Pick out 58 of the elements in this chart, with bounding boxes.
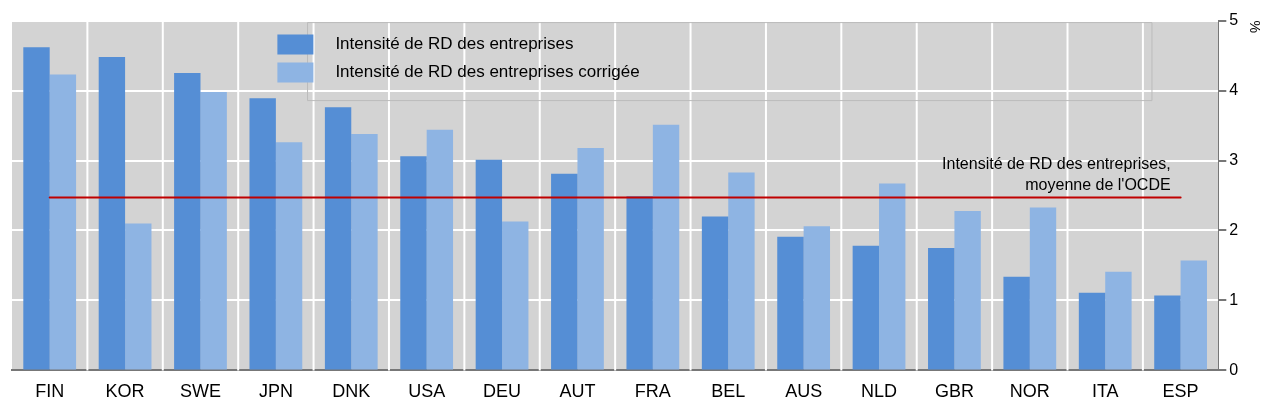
bar	[551, 173, 578, 370]
bar	[1003, 276, 1030, 370]
bar	[954, 210, 981, 370]
legend-label: Intensité de RD des entreprises corrigée	[335, 62, 640, 82]
bar	[728, 172, 755, 370]
bar	[200, 91, 227, 370]
y-tick-label: 2	[1229, 220, 1239, 238]
x-tick-label: AUS	[785, 381, 823, 402]
bar	[502, 221, 529, 370]
y-tick-label: 3	[1229, 150, 1239, 168]
bar	[1105, 271, 1132, 370]
bar	[249, 98, 276, 370]
bar	[400, 156, 427, 370]
bar	[351, 133, 378, 370]
x-tick-label: JPN	[258, 381, 293, 402]
y-tick-label: 4	[1229, 80, 1239, 98]
y-tick-label: 1	[1229, 290, 1239, 308]
bar	[475, 159, 503, 370]
x-tick-label: NLD	[861, 381, 898, 402]
x-tick-label: FRA	[634, 381, 671, 402]
bar	[275, 142, 303, 370]
bar	[23, 47, 50, 370]
x-tick-label: FIN	[35, 381, 65, 402]
bar	[1078, 292, 1106, 370]
legend-label: Intensité de RD des entreprises	[335, 34, 574, 54]
bar	[852, 245, 880, 370]
bar	[98, 56, 126, 370]
bar	[426, 129, 454, 370]
bar	[652, 124, 680, 370]
ref-line-label: Intensité de RD des entreprises, moyenne de l'OCDE	[942, 155, 1171, 194]
x-tick-label: KOR	[105, 381, 145, 402]
bar	[125, 223, 152, 370]
bar	[928, 247, 955, 370]
bar	[879, 183, 906, 370]
bar	[1180, 260, 1207, 370]
bar	[626, 196, 653, 370]
x-tick-label: DEU	[483, 381, 522, 402]
x-tick-label: GBR	[934, 381, 974, 402]
bar	[324, 107, 352, 370]
bar	[701, 216, 729, 370]
bar	[1154, 295, 1181, 370]
x-tick-label: SWE	[179, 381, 221, 402]
x-tick-label: AUT	[559, 381, 596, 402]
bar	[1029, 207, 1057, 370]
x-tick-label: BEL	[711, 381, 746, 402]
x-tick-label: ITA	[1091, 381, 1119, 402]
x-tick-label: USA	[408, 381, 446, 402]
bar	[803, 226, 831, 370]
bar	[777, 236, 804, 370]
y-tick-label: 5	[1229, 11, 1239, 29]
x-tick-label: DNK	[332, 381, 371, 402]
y-tick-label: 0	[1229, 360, 1239, 378]
bar	[577, 147, 604, 370]
y-axis-title: %	[1246, 20, 1263, 34]
x-tick-label: ESP	[1162, 381, 1199, 402]
bar	[49, 74, 77, 370]
x-tick-label: NOR	[1009, 381, 1050, 402]
bar	[174, 73, 201, 370]
